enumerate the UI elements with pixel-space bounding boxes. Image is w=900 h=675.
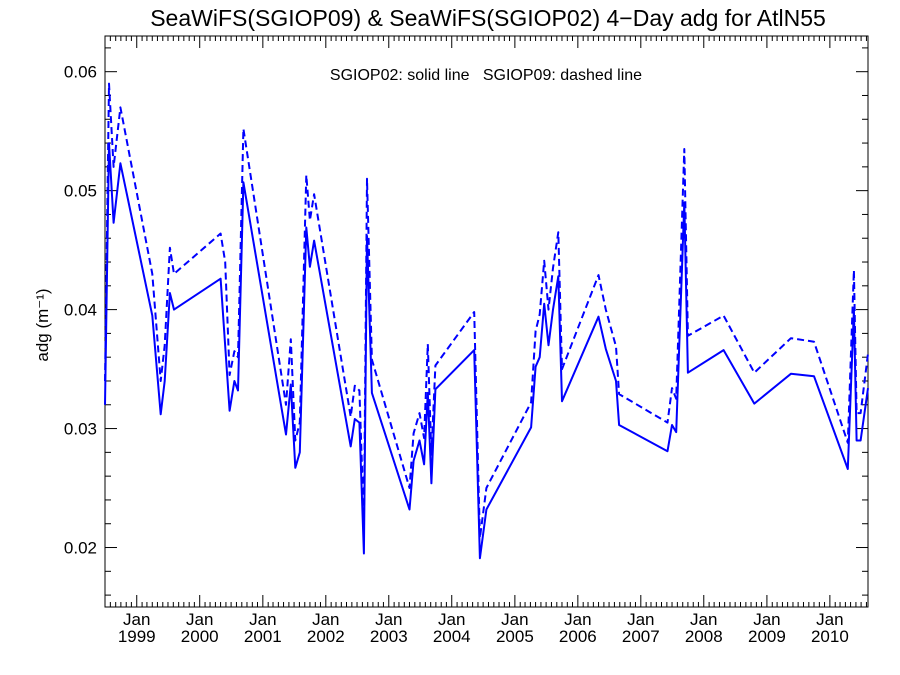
x-tick-label: Jan bbox=[438, 610, 465, 629]
x-tick-label: Jan bbox=[186, 610, 213, 629]
y-tick-label: 0.06 bbox=[64, 63, 97, 82]
x-tick-label: Jan bbox=[123, 610, 150, 629]
x-tick-label: Jan bbox=[564, 610, 591, 629]
x-tick-year-label: 2006 bbox=[559, 627, 597, 646]
series-line-sgiop02 bbox=[104, 142, 869, 560]
x-tick-year-label: 2010 bbox=[811, 627, 849, 646]
legend-annotation: SGIOP02: solid line SGIOP09: dashed line bbox=[330, 67, 642, 84]
x-tick-year-label: 2008 bbox=[685, 627, 723, 646]
x-tick-label: Jan bbox=[312, 610, 339, 629]
y-axis-label: adg (m⁻¹) bbox=[33, 288, 52, 361]
x-tick-label: Jan bbox=[816, 610, 843, 629]
x-tick-year-label: 2007 bbox=[622, 627, 660, 646]
x-tick-label: Jan bbox=[375, 610, 402, 629]
x-tick-year-label: 2000 bbox=[181, 627, 219, 646]
chart-title: SeaWiFS(SGIOP09) & SeaWiFS(SGIOP02) 4−Da… bbox=[150, 5, 826, 31]
x-tick-year-label: 2002 bbox=[307, 627, 345, 646]
x-tick-label: Jan bbox=[627, 610, 654, 629]
x-tick-year-label: 2009 bbox=[748, 627, 786, 646]
x-tick-label: Jan bbox=[249, 610, 276, 629]
plot-frame bbox=[104, 35, 869, 608]
x-tick-year-label: 2005 bbox=[496, 627, 534, 646]
y-tick-label: 0.02 bbox=[64, 539, 97, 558]
y-axis: 0.02 0.03 0.04 0.05 0.06 bbox=[64, 47, 868, 596]
x-tick-year-label: 1999 bbox=[118, 627, 156, 646]
y-tick-label: 0.04 bbox=[64, 301, 97, 320]
x-tick-year-label: 2003 bbox=[370, 627, 408, 646]
x-tick-label: Jan bbox=[690, 610, 717, 629]
x-tick-year-label: 2004 bbox=[433, 627, 471, 646]
series-layer bbox=[104, 82, 869, 560]
x-axis: Jan1999Jan2000Jan2001Jan2002Jan2003Jan20… bbox=[104, 36, 867, 646]
series-line-sgiop09 bbox=[104, 82, 869, 539]
x-tick-year-label: 2001 bbox=[244, 627, 282, 646]
x-tick-label: Jan bbox=[753, 610, 780, 629]
y-tick-label: 0.05 bbox=[64, 182, 97, 201]
y-tick-label: 0.03 bbox=[64, 420, 97, 439]
x-tick-label: Jan bbox=[501, 610, 528, 629]
